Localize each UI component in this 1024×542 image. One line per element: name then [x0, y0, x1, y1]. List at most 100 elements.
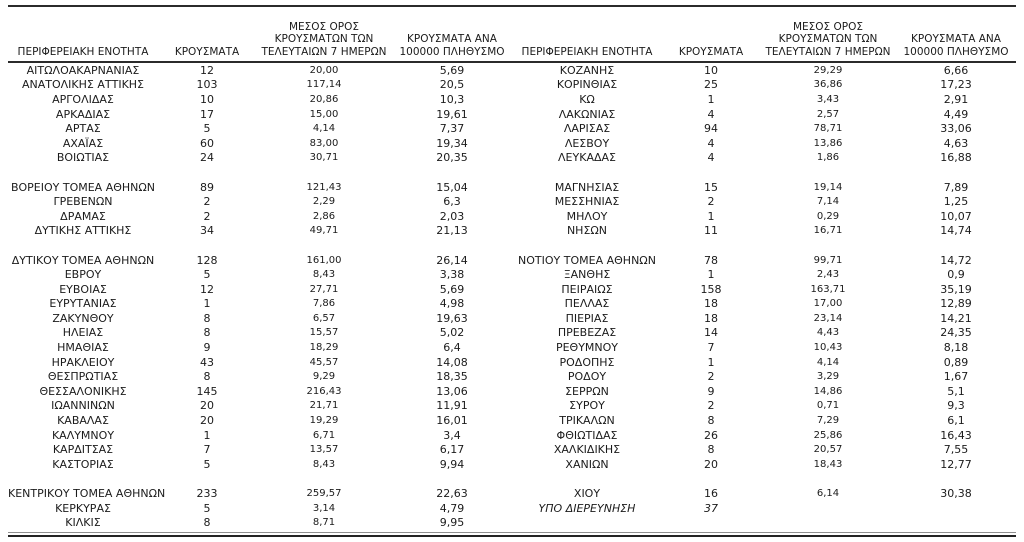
cases-cell: 2: [707, 399, 715, 413]
table-row: ΚΟΡΙΝΘΙΑΣ 25 36,86 17,23: [512, 78, 1016, 93]
per100k-cell: 7,55: [943, 443, 969, 457]
region-cell: ΚΑΡΔΙΤΣΑΣ: [52, 443, 114, 457]
cases-cell: 78: [704, 253, 718, 267]
cases-cell: 5: [203, 457, 211, 471]
per100k-cell: 7,89: [943, 180, 969, 194]
per100k-cell: 14,74: [940, 224, 972, 238]
avg7day-cell: 27,71: [309, 283, 339, 295]
avg7day-cell: 18,29: [309, 342, 339, 354]
table-row: ΔΥΤΙΚΟΥ ΤΟΜΕΑ ΑΘΗΝΩΝ 128 161,00 26,14: [8, 253, 512, 268]
top-rule: [8, 5, 1016, 7]
column-header-cases: ΚΡΟΥΣΜΑΤΑ: [678, 45, 744, 58]
cases-cell: 34: [200, 224, 214, 238]
table-row: [8, 472, 512, 487]
avg7day-cell: 7,86: [312, 298, 336, 310]
region-cell: ΤΡΙΚΑΛΩΝ: [559, 414, 615, 428]
per100k-cell: 6,3: [443, 195, 461, 209]
per100k-cell: 16,88: [940, 151, 972, 165]
avg7day-cell: 3,43: [816, 93, 840, 105]
table-row: ΚΑΛΥΜΝΟΥ 1 6,71 3,4: [8, 428, 512, 443]
avg7day-cell: 45,57: [309, 356, 339, 368]
region-cell: ΝΗΣΩΝ: [566, 224, 608, 238]
bottom-rule: [8, 532, 1016, 537]
avg7day-cell: 6,14: [816, 488, 840, 500]
avg7day-cell: 163,71: [810, 283, 846, 295]
avg7day-cell: 8,43: [312, 269, 336, 281]
cases-cell: 10: [200, 92, 214, 106]
cases-cell: 26: [704, 428, 718, 442]
table-row: ΛΑΚΩΝΙΑΣ 4 2,57 4,49: [512, 107, 1016, 122]
table-row: ΣΥΡΟΥ 2 0,71 9,3: [512, 399, 1016, 414]
table-row: ΡΟΔΟΥ 2 3,29 1,67: [512, 369, 1016, 384]
table-row: ΗΡΑΚΛΕΙΟΥ 43 45,57 14,08: [8, 355, 512, 370]
cases-cell: 8: [203, 326, 211, 340]
per100k-cell: 3,38: [439, 268, 465, 282]
per100k-cell: 10,07: [940, 209, 972, 223]
per100k-cell: 4,98: [439, 297, 465, 311]
per100k-cell: 4,63: [943, 136, 969, 150]
cases-cell: 20: [200, 399, 214, 413]
cases-cell: 2: [203, 209, 211, 223]
avg7day-cell: 10,43: [813, 342, 843, 354]
table-row: ΕΥΡΥΤΑΝΙΑΣ 1 7,86 4,98: [8, 297, 512, 312]
cases-cell: 14: [704, 326, 718, 340]
avg7day-cell: 4,14: [312, 123, 336, 135]
avg7day-cell: 16,71: [813, 225, 843, 237]
per100k-cell: 26,14: [436, 253, 468, 267]
cases-cell: 37: [704, 501, 718, 515]
avg7day-cell: 117,14: [306, 79, 342, 91]
avg7day-cell: 4,43: [816, 327, 840, 339]
avg7day-cell: 6,71: [312, 429, 336, 441]
table-row: ΓΡΕΒΕΝΩΝ 2 2,29 6,3: [8, 194, 512, 209]
cases-cell: 43: [200, 355, 214, 369]
avg7day-cell: 36,86: [813, 79, 843, 91]
table-row: [8, 238, 512, 253]
cases-cell: 145: [196, 384, 218, 398]
cases-cell: 18: [704, 297, 718, 311]
table-row: ΔΥΤΙΚΗΣ ΑΤΤΙΚΗΣ 34 49,71 21,13: [8, 224, 512, 239]
table-row: ΒΟΡΕΙΟΥ ΤΟΜΕΑ ΑΘΗΝΩΝ 89 121,43 15,04: [8, 180, 512, 195]
cases-cell: 15: [704, 180, 718, 194]
per100k-cell: 14,72: [940, 253, 972, 267]
table-row: ΚΕΡΚΥΡΑΣ 5 3,14 4,79: [8, 501, 512, 516]
avg7day-cell: 3,29: [816, 371, 840, 383]
cases-cell: 8: [203, 516, 211, 530]
region-cell: ΕΥΒΟΙΑΣ: [59, 282, 107, 296]
region-cell: ΒΟΙΩΤΙΑΣ: [56, 151, 110, 165]
region-cell: ΧΑΛΚΙΔΙΚΗΣ: [553, 443, 621, 457]
cases-cell: 60: [200, 136, 214, 150]
cases-cell: 1: [203, 428, 211, 442]
region-cell: ΚΑΣΤΟΡΙΑΣ: [52, 457, 114, 471]
per100k-cell: 1,67: [943, 370, 969, 384]
table-row: ΖΑΚΥΝΘΟΥ 8 6,57 19,63: [8, 311, 512, 326]
region-cell: ΡΟΔΟΠΗΣ: [559, 355, 615, 369]
cases-cell: 158: [700, 282, 722, 296]
per100k-cell: 4,79: [439, 501, 465, 515]
region-cell: ΚΙΛΚΙΣ: [65, 516, 101, 530]
avg7day-cell: 1,86: [816, 152, 840, 164]
region-cell: ΚΟΖΑΝΗΣ: [559, 63, 615, 77]
table-row: ΑΡΤΑΣ 5 4,14 7,37: [8, 121, 512, 136]
per100k-cell: 3,4: [443, 428, 461, 442]
table-row: ΑΡΓΟΛΙΔΑΣ 10 20,86 10,3: [8, 92, 512, 107]
table-row: ΑΙΤΩΛΟΑΚΑΡΝΑΝΙΑΣ 12 20,00 5,69: [8, 63, 512, 78]
column-header-per100k: ΚΡΟΥΣΜΑΤΑ ΑΝΑ 100000 ΠΛΗΘΥΣΜΟ: [399, 33, 505, 58]
avg7day-cell: 161,00: [306, 254, 342, 266]
table-row: ΧΙΟΥ 16 6,14 30,38: [512, 486, 1016, 501]
region-cell: ΧΑΝΙΩΝ: [565, 457, 609, 471]
per100k-cell: 21,13: [436, 224, 468, 238]
region-cell: ΠΕΙΡΑΙΩΣ: [561, 282, 613, 296]
cases-cell: 9: [707, 384, 715, 398]
per100k-cell: 12,89: [940, 297, 972, 311]
table-row: [512, 165, 1016, 180]
region-cell: ΣΥΡΟΥ: [569, 399, 605, 413]
region-cell: ΚΕΡΚΥΡΑΣ: [55, 501, 111, 515]
per100k-cell: 5,69: [439, 63, 465, 77]
region-cell: ΚΟΡΙΝΘΙΑΣ: [556, 78, 618, 92]
per100k-cell: 13,06: [436, 384, 468, 398]
cases-cell: 1: [203, 297, 211, 311]
avg7day-cell: 2,43: [816, 269, 840, 281]
cases-cell: 18: [704, 311, 718, 325]
region-cell: ΗΛΕΙΑΣ: [62, 326, 104, 340]
avg7day-cell: 9,29: [312, 371, 336, 383]
